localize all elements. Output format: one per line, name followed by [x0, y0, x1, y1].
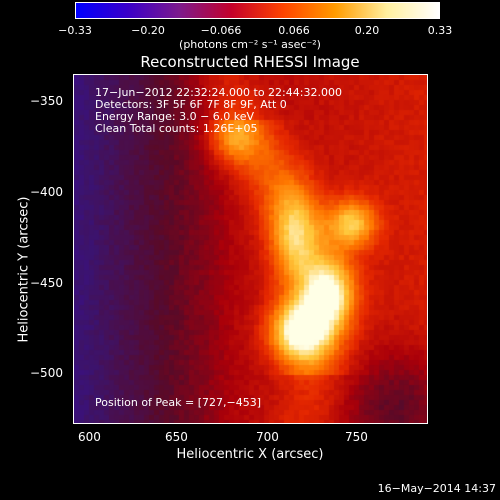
y-axis-label: Heliocentric Y (arcsec): [16, 196, 32, 343]
x-tick-label: 650: [165, 430, 188, 444]
peak-position-label: Position of Peak = [727,−453]: [95, 396, 262, 409]
colorbar: [75, 2, 440, 19]
colorbar-units: (photons cm⁻² s⁻¹ asec⁻²): [179, 38, 321, 51]
detectors-label: Detectors: 3F 5F 6F 7F 8F 9F, Att 0: [95, 98, 287, 111]
x-tick-label: 600: [78, 430, 101, 444]
colorbar-tick: 0.33: [427, 24, 453, 37]
colorbar-tick: −0.33: [58, 24, 92, 37]
x-tick-label: 750: [345, 430, 368, 444]
energy-range-label: Energy Range: 3.0 − 6.0 keV: [95, 110, 255, 123]
x-tick-label: 700: [256, 430, 279, 444]
y-tick-label: −450: [30, 276, 63, 290]
footer-timestamp: 16−May−2014 14:37: [377, 482, 496, 495]
y-tick-label: −400: [30, 185, 63, 199]
time-range-label: 17−Jun−2012 22:32:24.000 to 22:44:32.000: [95, 86, 342, 99]
image-plot: [73, 74, 428, 424]
y-tick-label: −350: [30, 94, 63, 108]
colorbar-tick: 0.20: [354, 24, 380, 37]
rhessi-image: [74, 75, 427, 423]
clean-counts-label: Clean Total counts: 1.26E+05: [95, 122, 258, 135]
plot-title: Reconstructed RHESSI Image: [140, 53, 360, 71]
colorbar-tick: 0.066: [278, 24, 310, 37]
x-axis-label: Heliocentric X (arcsec): [176, 447, 324, 462]
colorbar-tick: −0.20: [131, 24, 165, 37]
y-tick-label: −500: [30, 366, 63, 380]
colorbar-tick: −0.066: [200, 24, 242, 37]
